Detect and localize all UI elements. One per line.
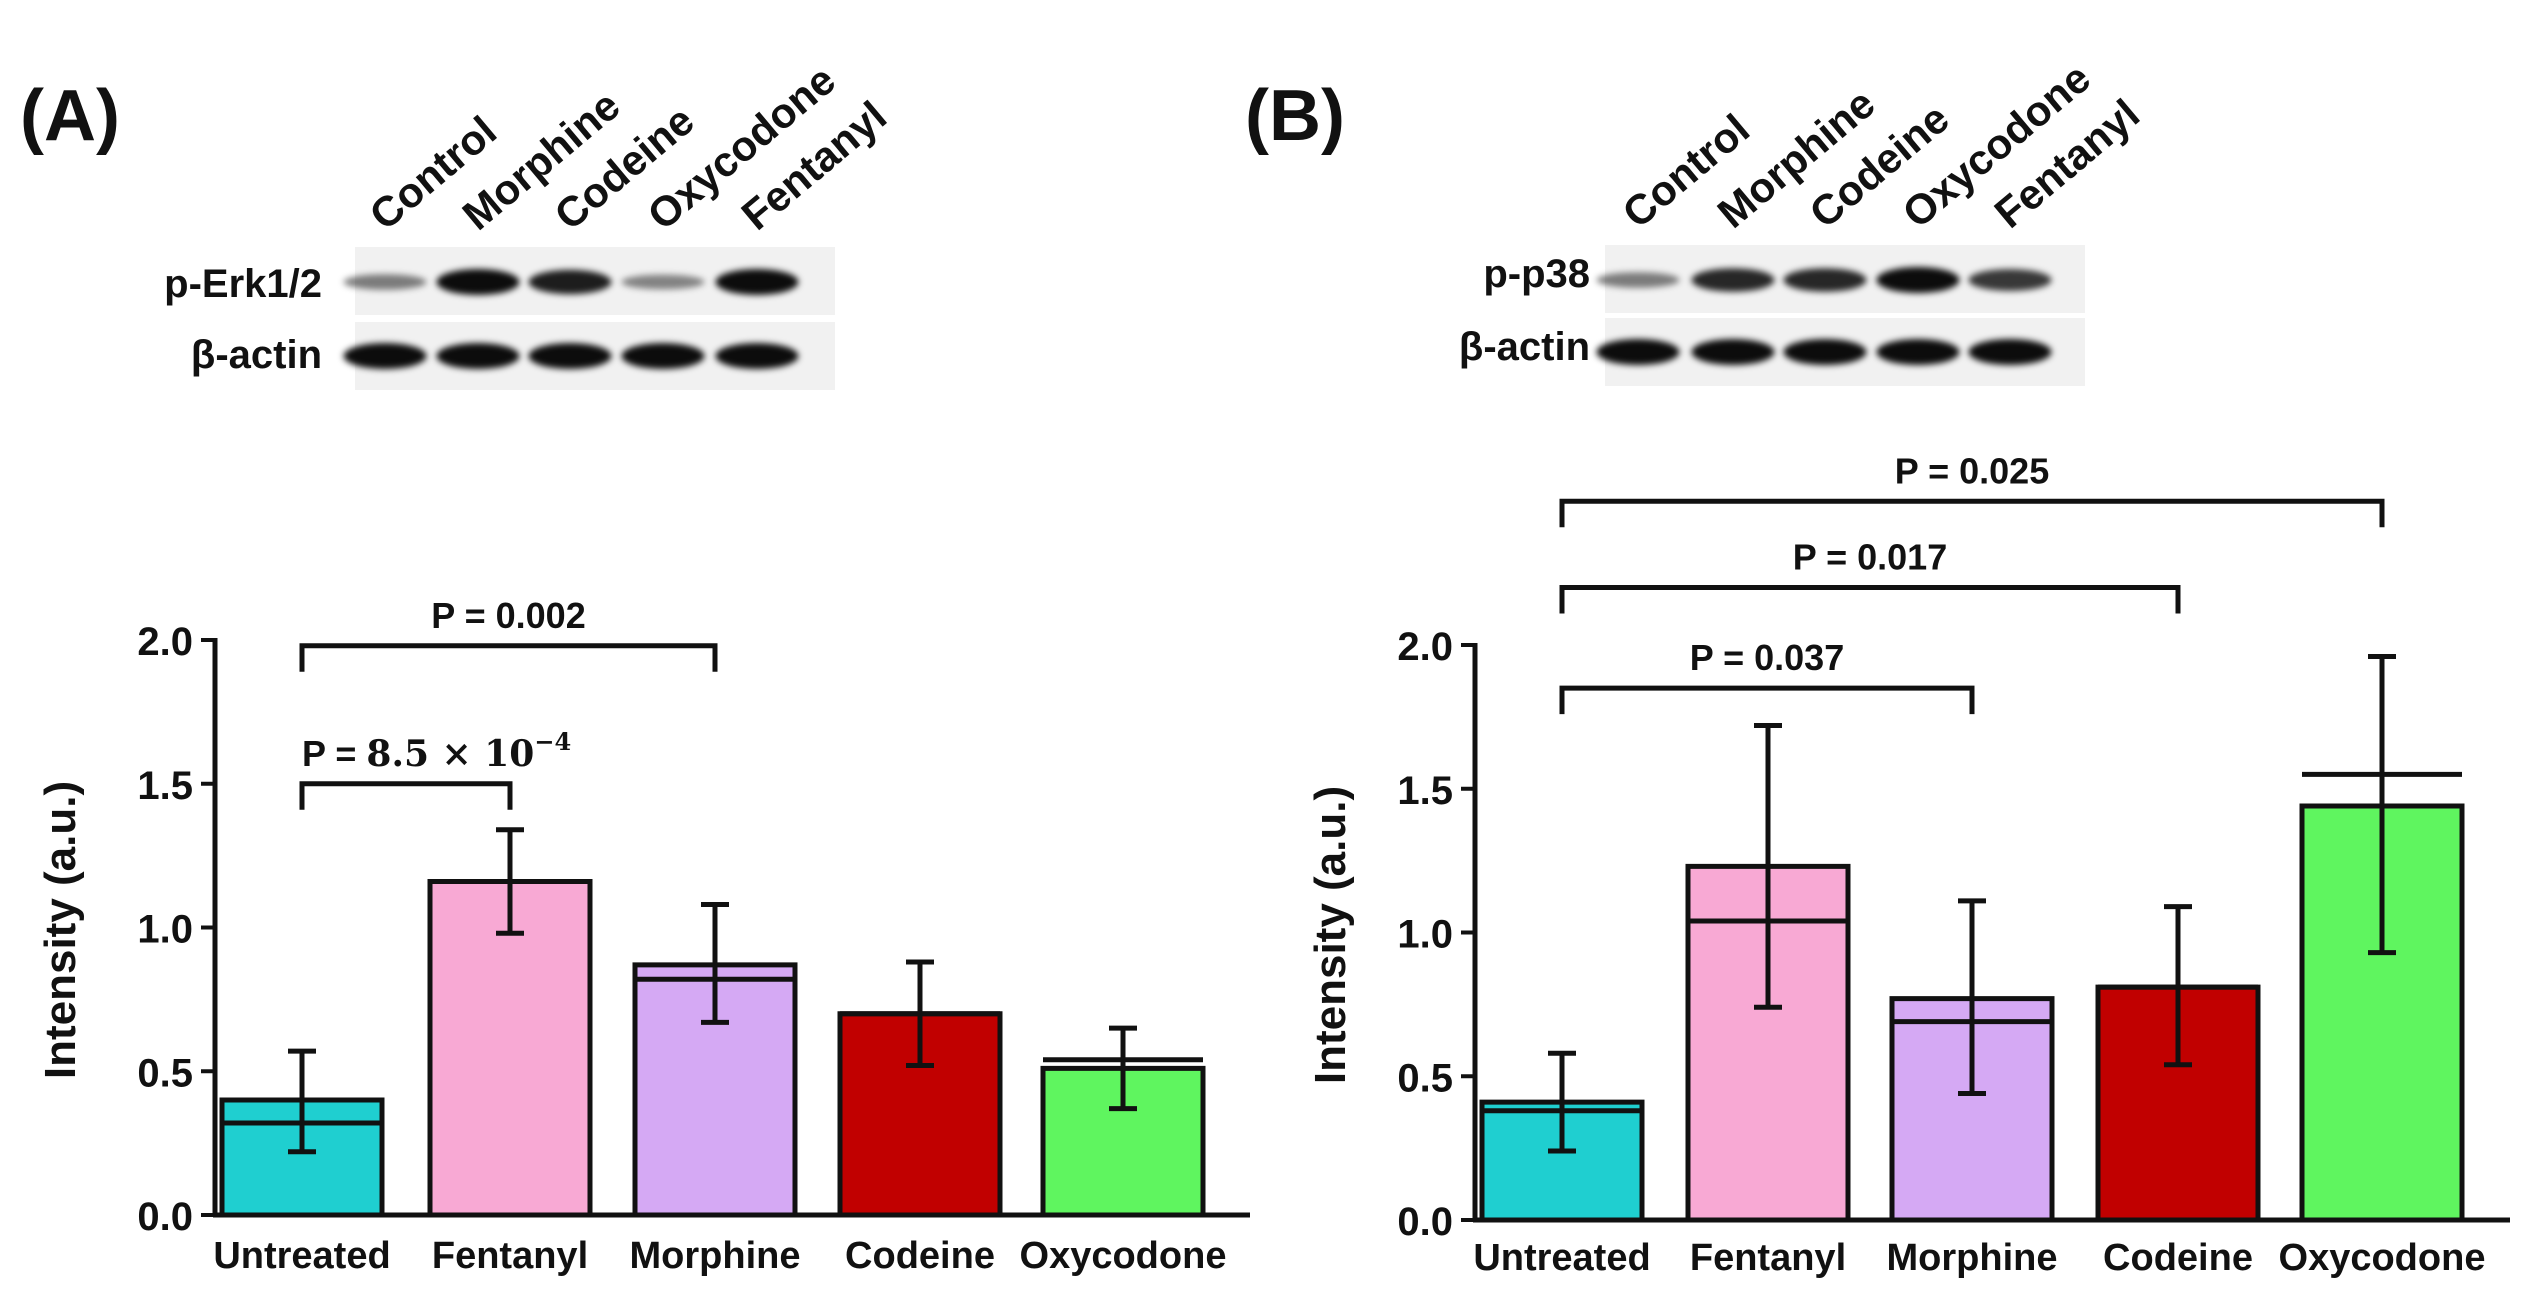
bar-chart-b: Intensity (a.u.) 0.0 0.5 1.0 1.5 2.0 Untreat… (1306, 450, 2510, 1279)
bar-chart-a: Intensity (a.u.) 0.0 0.5 1.0 1.5 2.0 Untreat… (36, 595, 1250, 1277)
y-tick-label: 0.5 (1397, 1056, 1453, 1100)
y-tick-label: 0.5 (137, 1051, 193, 1095)
y-tick-label: 0.0 (1397, 1200, 1453, 1244)
blot-band (715, 343, 799, 369)
x-tick-label-codeine: Codeine (2103, 1237, 2253, 1279)
blot-band (1783, 339, 1867, 365)
x-tick-label-morphine: Morphine (1887, 1237, 2058, 1279)
x-tick-label-morphine: Morphine (630, 1235, 801, 1277)
blot-row-label-beta-actin-b: β-actin (1459, 325, 1590, 369)
blot-band (1876, 339, 1960, 365)
p-value-label: P = 0.002 (431, 595, 585, 636)
x-tick-label-fentanyl: Fentanyl (1690, 1237, 1846, 1279)
panel-a: (A) ControlMorphineCodeineOxycodoneFenta… (20, 56, 1250, 1277)
blot-band (1968, 339, 2052, 365)
blot-band (1968, 269, 2052, 291)
blot-row-label-p-erk: p-Erk1/2 (164, 262, 322, 306)
y-tick-label: 1.0 (137, 908, 193, 952)
blot-band (436, 269, 520, 295)
significance-bracket (1559, 498, 2385, 528)
significance-bracket (299, 643, 718, 672)
y-tick-label: 0.0 (137, 1195, 193, 1239)
y-tick-label: 1.5 (1397, 769, 1453, 813)
panel-a-label: (A) (20, 76, 120, 156)
blot-band (621, 274, 705, 290)
blot-band (715, 269, 799, 295)
blot-band (1691, 339, 1775, 365)
significance-bracket (299, 781, 513, 810)
blot-band (1691, 268, 1775, 292)
blot-band (1596, 339, 1680, 365)
blot-row-label-beta-actin: β-actin (191, 333, 322, 377)
p-value-label: P = 0.025 (1895, 450, 2049, 491)
blot-band (621, 343, 705, 369)
y-axis-label-b: Intensity (a.u.) (1306, 786, 1355, 1084)
panel-b: (B) ControlMorphineCodeineOxycodoneFenta… (1245, 54, 2510, 1279)
blot-band (343, 343, 427, 369)
significance-bracket (1559, 685, 1975, 715)
y-tick-label: 1.0 (1397, 913, 1453, 957)
y-tick-label: 2.0 (1397, 625, 1453, 669)
y-axis-label-a: Intensity (a.u.) (36, 781, 85, 1079)
x-tick-label-codeine: Codeine (845, 1235, 995, 1277)
y-tick-label: 1.5 (137, 764, 193, 808)
x-tick-label-fentanyl: Fentanyl (432, 1235, 588, 1277)
bar-fentanyl (427, 879, 593, 1218)
y-tick-label: 2.0 (137, 620, 193, 664)
x-tick-label-oxycodone: Oxycodone (2279, 1237, 2486, 1279)
x-tick-label-untreated: Untreated (1473, 1237, 1650, 1279)
blot-band (1876, 267, 1960, 293)
p-value-label: P = 0.017 (1793, 537, 1947, 578)
blot-band (1783, 268, 1867, 292)
p-value-label: P = 0.037 (1690, 637, 1844, 678)
blot-band (528, 343, 612, 369)
p-value-label: P = 8.5 × 10−4 (302, 727, 571, 775)
western-blot-a: ControlMorphineCodeineOxycodoneFentanyl … (164, 56, 895, 390)
blot-band (436, 343, 520, 369)
x-tick-label-oxycodone: Oxycodone (1020, 1235, 1227, 1277)
x-tick-label-untreated: Untreated (213, 1235, 390, 1277)
panel-b-label: (B) (1245, 76, 1345, 156)
western-blot-b: ControlMorphineCodeineOxycodoneFentanyl … (1459, 54, 2148, 386)
blot-row-label-p-p38: p-p38 (1483, 252, 1590, 296)
blot-band (1596, 272, 1680, 288)
significance-bracket (1559, 585, 2181, 614)
blot-band (343, 274, 427, 290)
blot-band (528, 269, 612, 295)
